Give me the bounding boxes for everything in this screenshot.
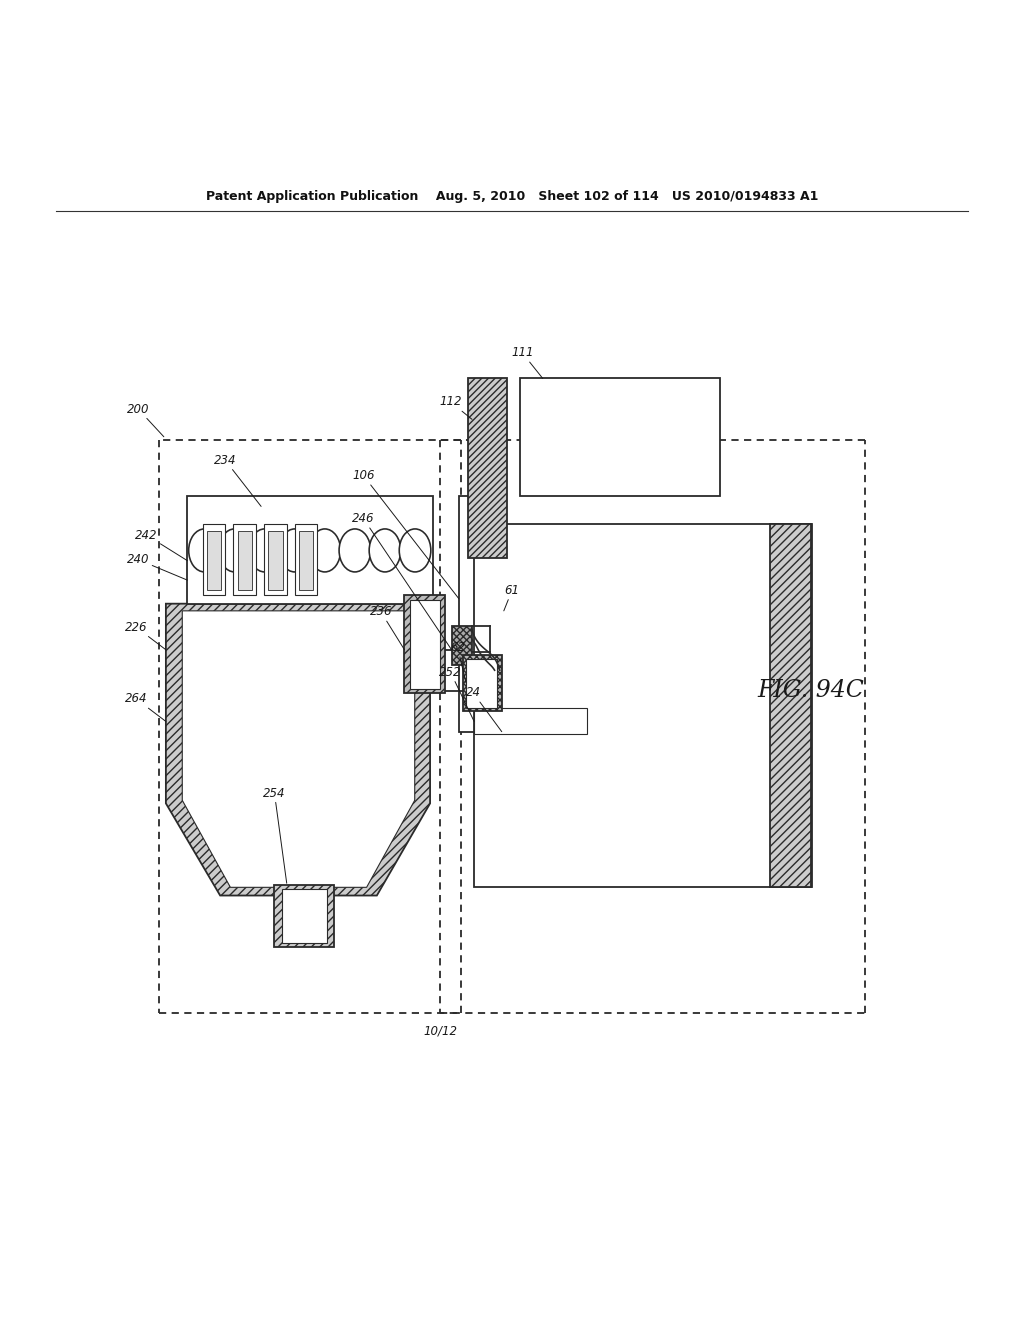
Text: 112: 112 — [439, 396, 472, 420]
Text: FIG. 94C: FIG. 94C — [758, 680, 864, 702]
Text: 62: 62 — [451, 642, 466, 682]
Bar — [233, 524, 256, 595]
Bar — [282, 890, 327, 942]
Bar — [203, 524, 225, 595]
Text: 236: 236 — [370, 606, 404, 649]
Polygon shape — [166, 603, 430, 895]
Polygon shape — [182, 611, 415, 887]
Bar — [404, 595, 445, 693]
Text: 226: 226 — [125, 620, 166, 649]
Ellipse shape — [219, 529, 250, 572]
Text: 252: 252 — [439, 665, 474, 722]
Ellipse shape — [370, 529, 400, 572]
Bar — [770, 524, 811, 887]
Bar — [474, 708, 587, 734]
Text: 234: 234 — [214, 454, 261, 507]
Bar — [295, 524, 317, 595]
Text: 106: 106 — [352, 469, 459, 598]
Bar — [474, 524, 812, 887]
Text: 24: 24 — [466, 686, 502, 731]
Bar — [207, 531, 221, 590]
Text: 111: 111 — [511, 346, 543, 379]
Bar — [238, 531, 252, 590]
Bar — [466, 659, 497, 708]
Bar — [463, 655, 502, 711]
Text: Patent Application Publication    Aug. 5, 2010   Sheet 102 of 114   US 2010/0194: Patent Application Publication Aug. 5, 2… — [206, 190, 818, 203]
Bar — [452, 626, 472, 665]
Ellipse shape — [339, 529, 371, 572]
Text: 10/12: 10/12 — [423, 1024, 458, 1038]
Text: 254: 254 — [263, 787, 287, 883]
Text: 200: 200 — [127, 403, 164, 437]
Ellipse shape — [249, 529, 281, 572]
Bar — [459, 496, 484, 731]
Ellipse shape — [399, 529, 431, 572]
Bar — [520, 379, 720, 496]
Bar — [299, 531, 313, 590]
Ellipse shape — [279, 529, 310, 572]
Ellipse shape — [188, 529, 220, 572]
Bar — [410, 599, 440, 689]
Bar — [468, 379, 507, 557]
Text: 264: 264 — [125, 693, 166, 722]
Bar — [187, 496, 433, 603]
Bar — [274, 886, 334, 946]
Text: 246: 246 — [352, 512, 452, 649]
Text: 242: 242 — [135, 528, 187, 561]
Ellipse shape — [309, 529, 341, 572]
Text: 61: 61 — [504, 583, 519, 611]
Bar — [264, 524, 287, 595]
Text: 240: 240 — [127, 553, 187, 579]
Bar — [268, 531, 283, 590]
